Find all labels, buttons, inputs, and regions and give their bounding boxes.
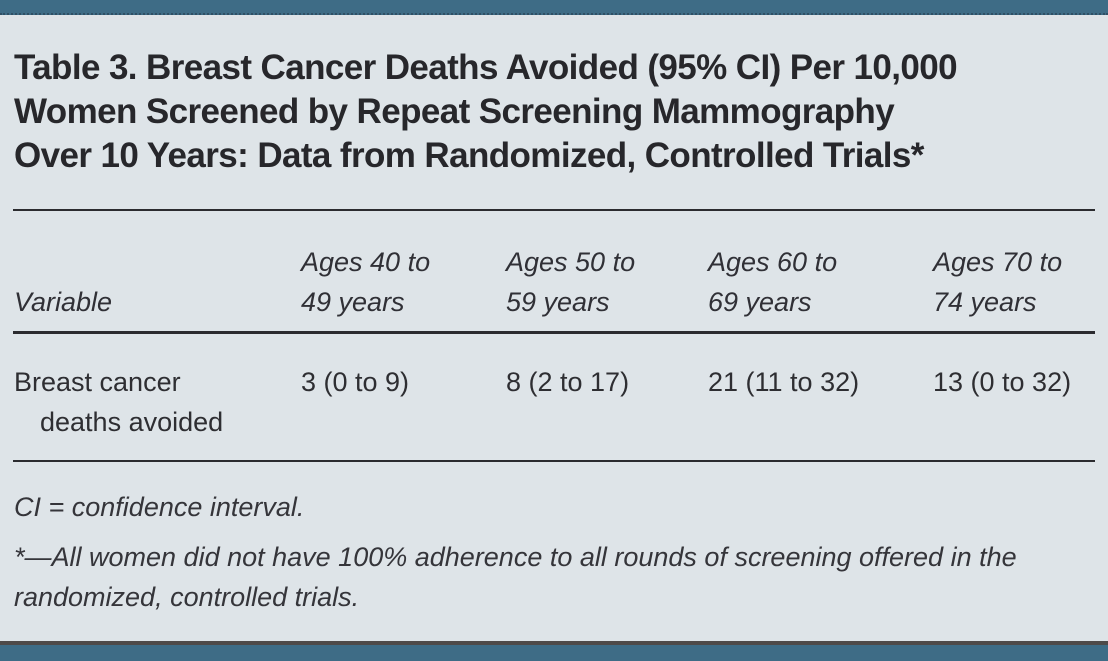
divider-top xyxy=(13,209,1095,211)
cell-value-ages-50-59: 8 (2 to 17) xyxy=(506,367,630,397)
table-title: Table 3. Breast Cancer Deaths Avoided (9… xyxy=(14,46,958,178)
cell-value-ages-60-69: 21 (11 to 32) xyxy=(708,367,860,397)
cell-value-ages-40-49: 3 (0 to 9) xyxy=(301,367,410,397)
bottom-accent-bar xyxy=(0,645,1108,661)
column-header-variable: Variable xyxy=(14,287,113,317)
table-row: Breast cancer deaths avoided 3 (0 to 9) … xyxy=(14,362,1096,442)
table-title-line-1: Table 3. Breast Cancer Deaths Avoided (9… xyxy=(14,48,958,87)
column-header-ages-70-74: Ages 70 to 74 years xyxy=(933,247,1063,317)
table-header-row: Variable Ages 40 to 49 years Ages 50 to … xyxy=(14,242,1096,322)
footnote-abbreviation: CI = confidence interval. xyxy=(14,492,305,522)
table-title-line-3: Over 10 Years: Data from Randomized, Con… xyxy=(14,136,924,175)
divider-bottom xyxy=(13,460,1095,462)
divider-header xyxy=(13,331,1095,334)
footnote-asterisk: *—All women did not have 100% adherence … xyxy=(14,542,1017,612)
table-title-line-2: Women Screened by Repeat Screening Mammo… xyxy=(14,92,895,131)
row-label: Breast cancer deaths avoided xyxy=(14,367,224,437)
bottom-dark-line xyxy=(0,641,1108,645)
column-header-ages-50-59: Ages 50 to 59 years xyxy=(506,247,636,317)
column-header-ages-40-49: Ages 40 to 49 years xyxy=(301,247,431,317)
column-header-ages-60-69: Ages 60 to 69 years xyxy=(708,247,838,317)
cell-value-ages-70-74: 13 (0 to 32) xyxy=(933,367,1072,397)
top-accent-bar xyxy=(0,0,1108,15)
